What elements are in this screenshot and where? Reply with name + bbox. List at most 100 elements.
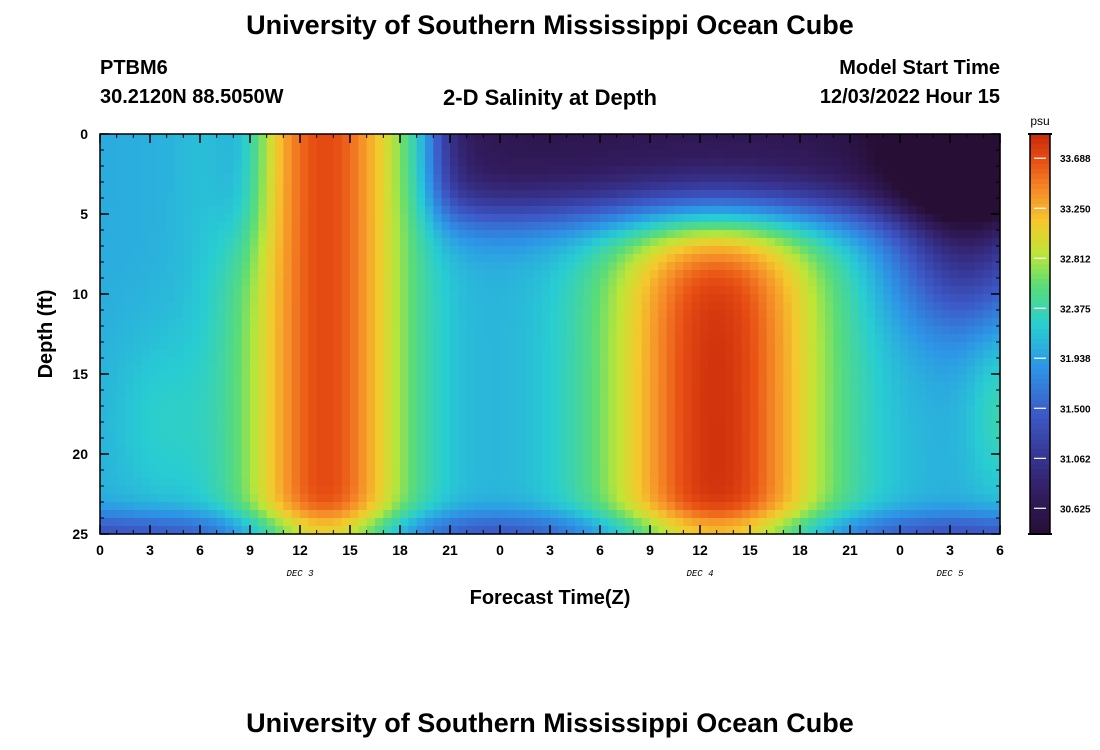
heatmap-cell xyxy=(591,430,601,439)
heatmap-cell xyxy=(758,142,768,151)
heatmap-cell xyxy=(341,158,351,167)
heatmap-cell xyxy=(425,302,434,311)
heatmap-cell xyxy=(941,286,951,295)
heatmap-cell xyxy=(475,198,484,207)
heatmap-cell xyxy=(558,438,568,447)
heatmap-cell xyxy=(691,414,701,423)
heatmap-cell xyxy=(850,342,859,351)
heatmap-cell xyxy=(716,486,726,495)
heatmap-cell xyxy=(575,238,584,247)
heatmap-cell xyxy=(125,294,134,303)
heatmap-cell xyxy=(341,254,351,263)
heatmap-cell xyxy=(958,430,968,439)
heatmap-cell xyxy=(450,326,459,335)
heatmap-cell xyxy=(941,486,951,495)
heatmap-cell xyxy=(841,238,851,247)
heatmap-cell xyxy=(100,286,109,295)
heatmap-cell xyxy=(866,222,876,231)
heatmap-cell xyxy=(758,382,768,391)
heatmap-cell xyxy=(541,478,551,487)
heatmap-cell xyxy=(866,302,876,311)
heatmap-cell xyxy=(233,222,243,231)
heatmap-cell xyxy=(375,302,384,311)
heatmap-cell xyxy=(558,414,568,423)
heatmap-cell xyxy=(283,382,293,391)
heatmap-cell xyxy=(908,270,918,279)
heatmap-cell xyxy=(141,318,151,327)
heatmap-cell xyxy=(450,246,459,255)
heatmap-cell xyxy=(550,294,559,303)
heatmap-cell xyxy=(800,406,809,415)
heatmap-cell xyxy=(575,422,584,431)
heatmap-cell xyxy=(741,414,751,423)
heatmap-cell xyxy=(866,390,876,399)
heatmap-cell xyxy=(483,422,493,431)
heatmap-cell xyxy=(291,366,301,375)
heatmap-cell xyxy=(333,270,343,279)
heatmap-cell xyxy=(975,142,984,151)
heatmap-cell xyxy=(391,382,401,391)
heatmap-cell xyxy=(650,414,659,423)
heatmap-cell xyxy=(100,174,109,183)
heatmap-cell xyxy=(866,278,876,287)
heatmap-cell xyxy=(116,382,126,391)
heatmap-cell xyxy=(850,190,859,199)
heatmap-cell xyxy=(258,366,268,375)
heatmap-cell xyxy=(916,206,926,215)
heatmap-cell xyxy=(966,366,976,375)
heatmap-cell xyxy=(291,342,301,351)
heatmap-cell xyxy=(616,382,626,391)
heatmap-cell xyxy=(216,366,226,375)
heatmap-cell xyxy=(716,150,726,159)
heatmap-cell xyxy=(683,214,693,223)
heatmap-cell xyxy=(183,454,193,463)
heatmap-cell xyxy=(733,230,743,239)
heatmap-cell xyxy=(658,382,668,391)
heatmap-cell xyxy=(625,246,634,255)
heatmap-cell xyxy=(191,190,201,199)
heatmap-cell xyxy=(550,262,559,271)
heatmap-cell xyxy=(566,406,576,415)
heatmap-cell xyxy=(775,422,784,431)
heatmap-cell xyxy=(750,150,759,159)
heatmap-cell xyxy=(533,470,543,479)
heatmap-cell xyxy=(408,198,418,207)
heatmap-cell xyxy=(358,390,368,399)
heatmap-cell xyxy=(258,326,268,335)
heatmap-cell xyxy=(375,366,384,375)
heatmap-cell xyxy=(483,318,493,327)
heatmap-cell xyxy=(333,374,343,383)
heatmap-cell xyxy=(950,182,959,191)
heatmap-cell xyxy=(158,318,168,327)
heatmap-cell xyxy=(158,430,168,439)
heatmap-cell xyxy=(916,462,926,471)
heatmap-cell xyxy=(783,462,793,471)
heatmap-cell xyxy=(575,478,584,487)
heatmap-cell xyxy=(325,302,334,311)
heatmap-cell xyxy=(216,446,226,455)
heatmap-cell xyxy=(291,358,301,367)
model-start-label: Model Start Time xyxy=(839,57,1000,79)
heatmap-cell xyxy=(541,158,551,167)
heatmap-cell xyxy=(475,230,484,239)
heatmap-cell xyxy=(941,134,951,143)
heatmap-cell xyxy=(950,374,959,383)
heatmap-cell xyxy=(216,246,226,255)
heatmap-cell xyxy=(975,190,984,199)
heatmap-cell xyxy=(708,134,718,143)
heatmap-cell xyxy=(200,326,209,335)
heatmap-cell xyxy=(383,206,393,215)
heatmap-cell xyxy=(908,158,918,167)
heatmap-cell xyxy=(250,262,259,271)
heatmap-cell xyxy=(691,222,701,231)
heatmap-cell xyxy=(958,206,968,215)
heatmap-cell xyxy=(883,462,893,471)
heatmap-cell xyxy=(525,150,534,159)
heatmap-cell xyxy=(833,470,843,479)
heatmap-cell xyxy=(108,478,118,487)
heatmap-cell xyxy=(908,398,918,407)
heatmap-cell xyxy=(458,286,468,295)
heatmap-cell xyxy=(266,190,276,199)
heatmap-cell xyxy=(241,446,251,455)
heatmap-cell xyxy=(216,182,226,191)
